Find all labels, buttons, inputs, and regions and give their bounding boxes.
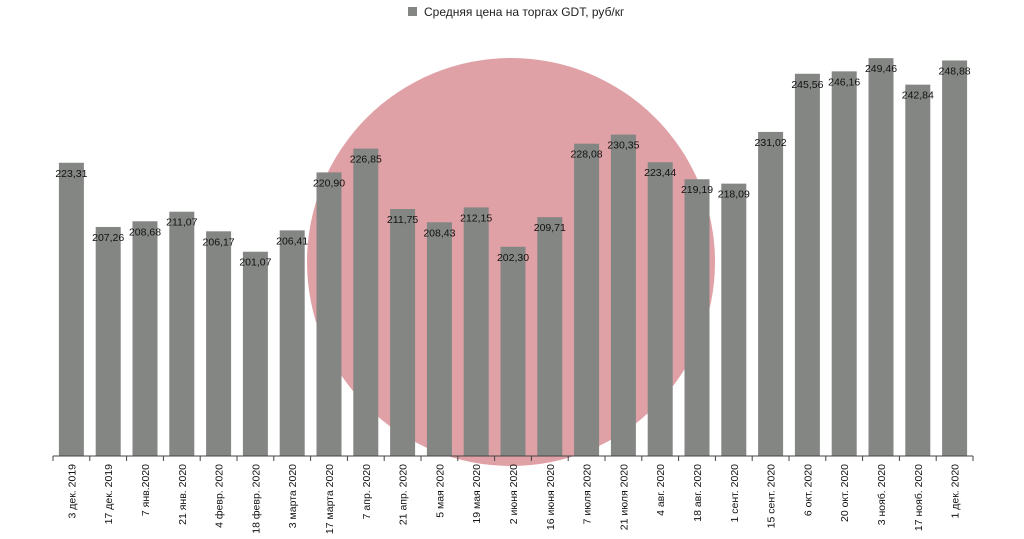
- bar: [831, 71, 857, 457]
- data-label: 219,19: [681, 184, 713, 196]
- x-tick-label: 17 нояб. 2020: [913, 464, 925, 531]
- data-label: 211,75: [387, 214, 418, 226]
- x-tick-label: 1 сент. 2020: [729, 464, 741, 523]
- x-tick-label: 3 дек. 2019: [66, 464, 78, 519]
- bar: [942, 60, 968, 456]
- x-tick-label: 3 марта 2020: [287, 464, 299, 528]
- bar: [426, 222, 452, 456]
- bar: [905, 84, 931, 456]
- x-tick-label: 4 авг. 2020: [655, 464, 667, 516]
- data-label: 212,15: [460, 212, 492, 224]
- x-tick-label: 17 дек. 2019: [103, 464, 115, 525]
- x-tick-label: 7 янв.2020: [140, 464, 152, 516]
- data-label: 201,07: [239, 257, 271, 269]
- bar: [574, 143, 600, 456]
- bar: [132, 221, 158, 456]
- x-tick-label: 21 апр. 2020: [398, 464, 410, 525]
- bar: [537, 217, 563, 456]
- bar: [95, 226, 121, 456]
- bar: [58, 162, 84, 456]
- x-tick-label: 7 апр. 2020: [361, 464, 373, 519]
- data-label: 248,88: [939, 65, 971, 77]
- bar: [279, 230, 305, 456]
- data-label: 211,07: [166, 217, 197, 229]
- x-tick-label: 19 мая 2020: [471, 464, 483, 524]
- x-axis-labels: 3 дек. 2019 17 дек. 2019 7 янв.2020 21 янв.…: [66, 464, 961, 534]
- data-label: 231,02: [755, 137, 787, 149]
- bar: [500, 246, 526, 456]
- x-tick-label: 17 марта 2020: [324, 464, 336, 534]
- x-tick-label: 1 дек. 2020: [950, 464, 962, 519]
- x-axis-ticks: [52, 456, 974, 461]
- data-label: 230,35: [607, 140, 639, 152]
- x-tick-label: 21 янв. 2020: [177, 464, 189, 525]
- data-label: 207,26: [92, 232, 124, 244]
- legend: Средняя цена на торгах GDT, руб/кг: [408, 5, 625, 19]
- x-tick-label: 2 июня 2020: [508, 464, 520, 524]
- bar: [721, 183, 747, 456]
- data-label: 220,90: [313, 177, 345, 189]
- bar: [242, 251, 268, 456]
- bar: [316, 172, 342, 456]
- data-label: 242,84: [902, 90, 934, 102]
- bar: [610, 134, 636, 456]
- data-label: 249,46: [865, 63, 897, 75]
- bar: [353, 148, 379, 456]
- data-label: 218,09: [718, 189, 750, 201]
- x-tick-label: 7 июля 2020: [582, 464, 594, 525]
- bar: [868, 58, 894, 456]
- data-label: 223,31: [55, 168, 87, 180]
- data-label: 209,71: [534, 222, 566, 234]
- data-label: 226,85: [350, 154, 382, 166]
- bar: [390, 209, 416, 456]
- x-tick-label: 3 нояб. 2020: [876, 464, 888, 525]
- x-tick-label: 21 июля 2020: [618, 464, 630, 530]
- bar: [684, 179, 710, 457]
- legend-label: Средняя цена на торгах GDT, руб/кг: [424, 5, 625, 19]
- x-tick-label: 18 авг. 2020: [692, 464, 704, 522]
- data-label: 202,30: [497, 252, 529, 264]
- data-label: 206,41: [276, 235, 308, 247]
- bar: [647, 162, 673, 457]
- legend-swatch: [408, 7, 417, 16]
- bar: [463, 207, 489, 456]
- data-label: 228,08: [571, 149, 603, 161]
- data-label: 245,56: [791, 79, 823, 91]
- data-label: 208,68: [129, 226, 161, 238]
- x-tick-label: 16 июня 2020: [545, 464, 557, 530]
- data-label: 246,16: [828, 76, 860, 88]
- bar: [758, 131, 784, 457]
- x-tick-label: 20 окт. 2020: [839, 464, 851, 522]
- bar: [169, 211, 195, 456]
- x-tick-label: 6 окт. 2020: [802, 464, 814, 516]
- data-label: 206,17: [203, 236, 235, 248]
- x-tick-label: 15 сент. 2020: [766, 464, 778, 528]
- x-tick-label: 5 мая 2020: [434, 464, 446, 518]
- x-tick-label: 18 февр. 2020: [250, 464, 262, 534]
- x-tick-label: 4 февр. 2020: [214, 464, 226, 528]
- bars-group: [58, 58, 968, 457]
- data-label: 208,43: [423, 227, 455, 239]
- data-labels: 223,31 207,26 208,68 211,07 206,17 201,07 206,…: [55, 63, 970, 269]
- bar: [794, 73, 820, 456]
- bar: [206, 231, 232, 456]
- data-label: 223,44: [644, 167, 676, 179]
